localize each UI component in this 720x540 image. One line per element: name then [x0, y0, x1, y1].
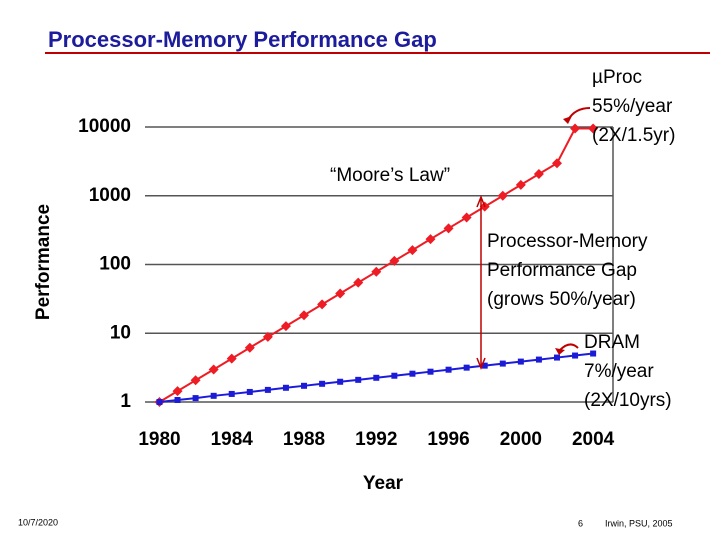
point	[427, 368, 434, 375]
annotation: µProc	[592, 67, 642, 88]
x-tick-label: 2000	[500, 429, 542, 450]
point	[192, 395, 199, 402]
y-tick-label: 1	[120, 391, 131, 412]
point	[156, 399, 163, 405]
slide-title: Processor-Memory Performance Gap	[48, 27, 437, 52]
point	[389, 255, 400, 266]
point	[282, 384, 289, 391]
point	[299, 310, 310, 321]
point	[445, 366, 452, 373]
point	[461, 212, 472, 223]
x-tick-label: 1996	[427, 429, 469, 450]
point	[337, 378, 344, 385]
annotation: Processor-Memory	[487, 231, 648, 252]
point	[301, 382, 308, 389]
point	[481, 362, 488, 369]
y-tick-label: 10000	[78, 116, 131, 137]
point	[353, 277, 364, 288]
point	[280, 321, 291, 332]
point	[319, 380, 326, 387]
y-tick-label: 100	[99, 254, 131, 275]
point	[497, 190, 508, 201]
annotation: Performance Gap	[487, 260, 637, 281]
point	[443, 223, 454, 234]
point	[262, 331, 273, 342]
x-tick-label: 1984	[211, 429, 254, 450]
point	[572, 352, 579, 359]
point	[515, 179, 526, 190]
point	[228, 390, 235, 397]
point	[246, 388, 253, 395]
point	[335, 288, 346, 299]
proc-pointer-head	[563, 116, 572, 124]
annotation: (2X/1.5yr)	[592, 125, 675, 146]
point	[409, 370, 416, 377]
y-tick-label: 10	[110, 322, 131, 343]
point	[588, 123, 599, 134]
point	[517, 358, 524, 365]
point	[590, 350, 597, 357]
point	[391, 372, 398, 379]
plot: 1 10 100 1000 10000 1980 1984 1988 1992 1996 2000 2…	[78, 116, 615, 450]
footer-page: 6	[578, 518, 583, 528]
point	[425, 234, 436, 245]
point	[226, 353, 237, 364]
point	[174, 396, 181, 403]
annotation: 55%/year	[592, 96, 673, 117]
annotation: (grows 50%/year)	[487, 289, 636, 310]
point	[210, 392, 217, 399]
point	[535, 356, 542, 363]
point	[373, 374, 380, 381]
annotation: (2X/10yrs)	[584, 390, 672, 411]
point	[407, 245, 418, 256]
point	[190, 375, 201, 386]
point	[317, 299, 328, 310]
point	[499, 360, 506, 367]
point	[172, 386, 183, 397]
point	[463, 364, 470, 371]
point	[551, 158, 562, 169]
point	[208, 364, 219, 375]
dram-pointer	[559, 343, 579, 351]
y-axis-label: Performance	[33, 204, 54, 320]
y-tick-label: 1000	[89, 185, 131, 206]
point	[371, 266, 382, 277]
proc-pointer	[567, 107, 591, 121]
point	[244, 342, 255, 353]
x-tick-label: 1992	[355, 429, 397, 450]
point	[570, 123, 581, 134]
point	[264, 386, 271, 393]
x-tick-label: 2004	[572, 429, 615, 450]
dram-pointer-head	[555, 348, 565, 355]
annotation: “Moore’s Law”	[330, 165, 450, 186]
point	[553, 354, 560, 361]
footer-date: 10/7/2020	[18, 517, 58, 527]
annotation: DRAM	[584, 332, 640, 353]
footer-credit: Irwin, PSU, 2005	[605, 518, 673, 528]
annotation: 7%/year	[584, 361, 654, 382]
x-tick-label: 1988	[283, 429, 325, 450]
point	[533, 169, 544, 180]
gap-arrow-heads	[476, 194, 486, 371]
x-tick-label: 1980	[138, 429, 180, 450]
point	[355, 376, 362, 383]
x-axis-label: Year	[363, 473, 404, 494]
